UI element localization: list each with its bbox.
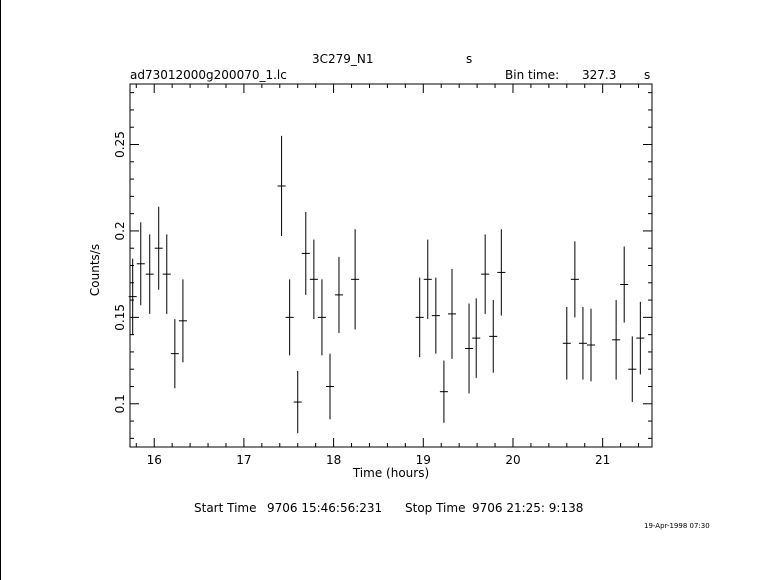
data-point [636, 301, 645, 375]
data-point [145, 234, 154, 314]
x-tick-label: 17 [236, 453, 251, 467]
data-point [489, 300, 498, 373]
data-point [562, 306, 571, 380]
data-point [481, 234, 490, 314]
x-tick-labels: 16 17 18 19 20 21 [147, 453, 611, 467]
data-point [325, 353, 335, 420]
y-tick-label: 0.2 [113, 221, 127, 240]
data-point [170, 319, 179, 389]
data-point [628, 336, 637, 403]
data-point [154, 206, 163, 290]
stop-time-value: 9706 21:25: 9:138 [472, 501, 583, 515]
data-point [464, 303, 474, 394]
plot-frame [129, 83, 653, 448]
stop-time-label: Stop Time [405, 501, 465, 515]
y-tick-labels: 0.1 0.15 0.2 0.25 [113, 131, 127, 413]
x-tick-label: 16 [147, 453, 162, 467]
data-point [334, 256, 344, 333]
start-time-value: 9706 15:46:56:231 [267, 501, 382, 515]
data-point [439, 360, 448, 423]
x-axis-label: Time (hours) [352, 466, 429, 480]
data-point [586, 308, 596, 382]
bin-time-label: Bin time: [505, 68, 559, 82]
data-point [162, 234, 171, 314]
data-point [178, 279, 187, 363]
data-point [136, 222, 145, 306]
x-tick-label: 21 [595, 453, 610, 467]
data-point [277, 135, 286, 237]
source-unit: s [466, 52, 472, 66]
data-point [309, 239, 318, 320]
bin-time-value: 327.3 [582, 68, 616, 82]
data-point [578, 306, 587, 380]
data-point [128, 258, 137, 335]
data-point [431, 277, 440, 354]
data-point [285, 279, 294, 356]
x-tick-label: 19 [416, 453, 431, 467]
data-point [620, 246, 629, 323]
y-tick-label: 0.25 [113, 131, 127, 158]
file-name: ad73012000g200070_1.lc [130, 68, 287, 82]
left-edge-rule [0, 0, 1, 580]
data-point [317, 279, 326, 356]
data-point [415, 277, 424, 358]
data-point [423, 239, 432, 320]
data-point [301, 211, 310, 295]
data-point [497, 229, 506, 316]
data-point [293, 370, 302, 434]
data-point [612, 300, 621, 380]
date-stamp: 19-Apr-1998 07:30 [644, 522, 710, 530]
data-point [570, 241, 579, 318]
data-point [351, 229, 360, 330]
source-name: 3C279_N1 [312, 52, 374, 66]
data-points [128, 135, 645, 434]
axis-ticks [130, 84, 652, 447]
bin-time-unit: s [644, 68, 650, 82]
x-tick-label: 18 [326, 453, 341, 467]
y-tick-label: 0.1 [113, 394, 127, 413]
y-axis-label: Counts/s [88, 244, 102, 296]
start-time-label: Start Time [194, 501, 257, 515]
data-point [472, 298, 481, 378]
y-tick-label: 0.15 [113, 304, 127, 331]
data-point [447, 268, 457, 359]
x-tick-label: 20 [505, 453, 520, 467]
